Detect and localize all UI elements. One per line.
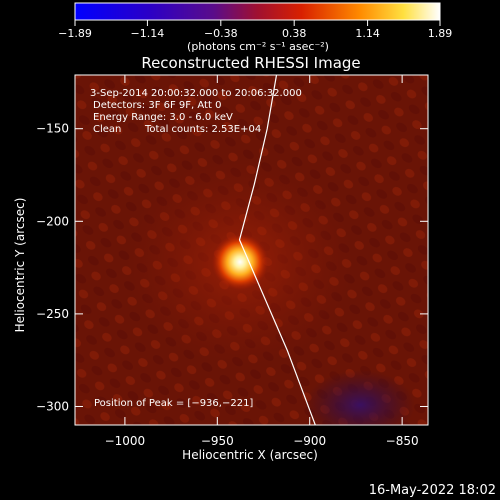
x-tick-label: −1000: [105, 434, 146, 448]
annotation-detectors: Detectors: 3F 6F 9F, Att 0: [93, 100, 221, 111]
negative-region: [305, 370, 415, 425]
footer-timestamp: 16-May-2022 18:02: [369, 483, 496, 498]
annotation-algorithm: Clean: [93, 124, 121, 135]
y-tick-label: −300: [36, 399, 69, 413]
x-tick-label: −900: [293, 434, 326, 448]
peak-source: [212, 234, 268, 290]
x-tick-label: −850: [386, 434, 419, 448]
y-tick-label: −150: [36, 122, 69, 136]
colorbar-tick-label: 1.89: [428, 27, 453, 40]
plot-frame: [74, 74, 429, 426]
colorbar-tick-label: 1.14: [355, 27, 380, 40]
colorbar: [74, 2, 441, 21]
colorbar-unit-label: (photons cm⁻² s⁻¹ asec⁻²): [187, 40, 329, 53]
annotation-time-range: 3-Sep-2014 20:00:32.000 to 20:06:32.000: [90, 88, 302, 99]
y-axis-label: Heliocentric Y (arcsec): [13, 198, 27, 333]
annotation-total-counts: Total counts: 2.53E+04: [144, 124, 261, 135]
colorbar-tick-label: −0.38: [204, 27, 238, 40]
y-tick-label: −200: [36, 214, 69, 228]
annotation-energy-range: Energy Range: 3.0 - 6.0 keV: [93, 112, 233, 123]
y-axis: −150 −200 −250 −300: [36, 122, 428, 413]
solar-limb-line: [238, 75, 316, 425]
colorbar-tick-label: 0.38: [282, 27, 307, 40]
colorbar-ticks: −1.89 −1.14 −0.38 0.38 1.14 1.89: [58, 20, 452, 40]
annotation-peak-position: Position of Peak = [−936,−221]: [94, 398, 253, 409]
x-axis: −1000 −950 −900 −850: [105, 75, 419, 448]
y-tick-label: −250: [36, 307, 69, 321]
chart-title: Reconstructed RHESSI Image: [141, 54, 360, 72]
colorbar-tick-label: −1.14: [131, 27, 165, 40]
heatmap-image: [75, 75, 428, 425]
x-axis-label: Heliocentric X (arcsec): [182, 448, 318, 462]
x-tick-label: −950: [201, 434, 234, 448]
colorbar-tick-label: −1.89: [58, 27, 92, 40]
